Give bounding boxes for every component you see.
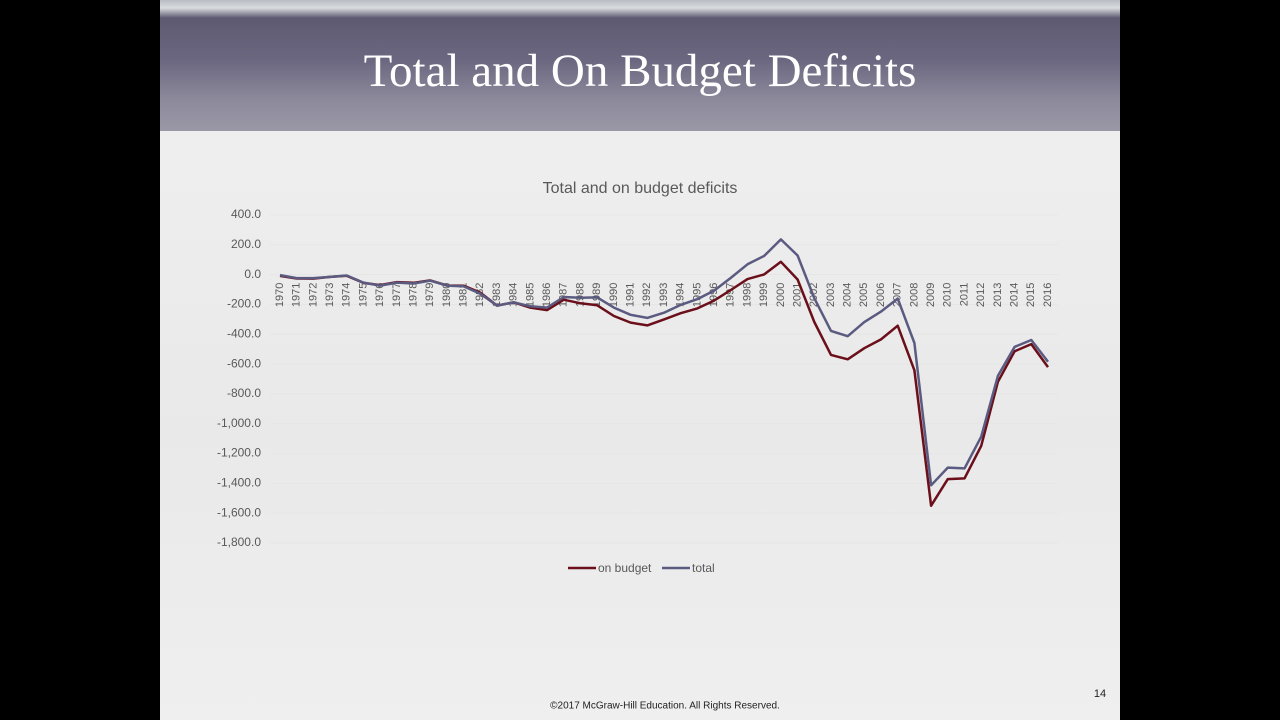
x-tick-label: 2001 [791, 283, 803, 307]
x-tick-label: 1988 [574, 283, 586, 307]
x-tick-label: 1985 [524, 283, 536, 307]
slide: Total and On Budget Deficits [160, 0, 1120, 720]
x-tick-label: 1992 [641, 283, 653, 307]
x-tick-label: 1974 [341, 283, 353, 307]
x-tick-label: 2011 [958, 283, 970, 307]
slide-title: Total and On Budget Deficits [363, 45, 917, 97]
x-tick-label: 1971 [291, 283, 303, 307]
legend-item: on budget [568, 561, 652, 575]
x-tick-label: 1986 [541, 283, 553, 307]
x-tick-label: 2009 [925, 283, 937, 307]
x-tick-label: 1976 [374, 283, 386, 307]
x-tick-label: 1989 [591, 283, 603, 307]
y-tick-label: -200.0 [227, 297, 261, 311]
y-tick-label: -1,800.0 [217, 535, 261, 549]
y-tick-label: -1,000.0 [217, 416, 261, 430]
y-tick-label: -1,400.0 [217, 476, 261, 490]
x-tick-label: 1975 [357, 283, 369, 307]
x-tick-label: 2013 [992, 283, 1004, 307]
legend-label: total [692, 561, 715, 575]
footer: ©2017 McGraw-Hill Education. All Rights … [550, 701, 780, 712]
x-tick-label: 2006 [875, 283, 887, 307]
y-tick-label: -600.0 [227, 356, 261, 370]
x-tick-label: 2015 [1025, 283, 1037, 307]
x-tick-label: 1994 [675, 283, 687, 307]
legend-item: total [662, 561, 715, 575]
x-tick-label: 1998 [741, 283, 753, 307]
y-tick-label: -1,200.0 [217, 446, 261, 460]
y-tick-label: 0.0 [244, 267, 261, 281]
x-tick-label: 1999 [758, 283, 770, 307]
chart-title: Total and on budget deficits [543, 180, 738, 197]
x-tick-label: 1993 [658, 283, 670, 307]
x-tick-label: 1983 [491, 283, 503, 307]
x-tick-label: 2000 [775, 283, 787, 307]
series-line [279, 238, 1049, 487]
x-tick-label: 1995 [691, 283, 703, 307]
y-tick-label: 400.0 [231, 207, 261, 221]
x-tick-label: 1980 [441, 283, 453, 307]
x-tick-label: 1978 [407, 283, 419, 307]
x-tick-label: 1984 [508, 283, 520, 307]
x-tick-label: 1977 [391, 283, 403, 307]
x-tick-label: 2004 [842, 283, 854, 307]
x-tick-label: 1973 [324, 283, 336, 307]
page-number: 14 [1094, 688, 1106, 700]
legend-label: on budget [598, 561, 652, 575]
y-tick-label: -800.0 [227, 386, 261, 400]
x-tick-label: 1972 [307, 283, 319, 307]
header [160, 0, 1120, 131]
y-tick-label: -400.0 [227, 326, 261, 340]
x-tick-label: 1991 [625, 283, 637, 307]
x-tick-label: 1970 [274, 283, 286, 307]
x-tick-label: 2016 [1042, 283, 1054, 307]
x-tick-label: 2014 [1009, 283, 1021, 307]
x-tick-label: 2008 [908, 283, 920, 307]
x-tick-label: 1990 [608, 283, 620, 307]
y-tick-label: -1,600.0 [217, 505, 261, 519]
x-tick-label: 2003 [825, 283, 837, 307]
x-tick-label: 2005 [858, 283, 870, 307]
x-tick-label: 2010 [942, 283, 954, 307]
x-tick-label: 1979 [424, 283, 436, 307]
x-tick-label: 2012 [975, 283, 987, 307]
y-tick-label: 200.0 [231, 237, 261, 251]
